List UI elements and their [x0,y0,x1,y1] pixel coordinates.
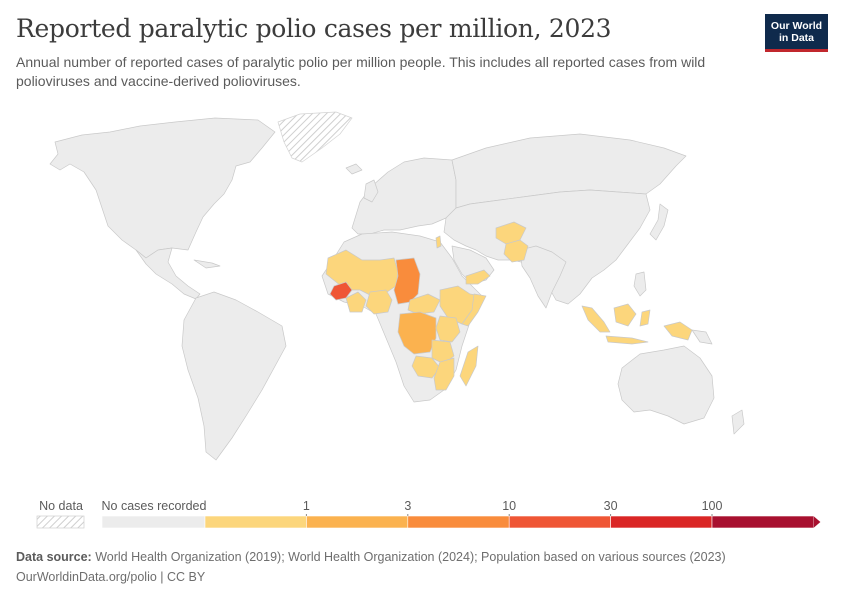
legend-bin-6[interactable] [711,515,814,529]
legend-tick-1: 1 [303,499,310,513]
country-somalia[interactable] [461,293,487,327]
country-australia[interactable] [617,345,715,425]
legend-bin-2[interactable] [306,515,409,529]
country-nigeria[interactable] [365,289,393,315]
country-central-african-republic[interactable] [407,293,441,315]
legend-bin-0[interactable] [101,515,206,529]
country-greenland[interactable] [277,111,353,163]
country-kenya[interactable] [435,315,461,343]
country-madagascar[interactable] [459,345,479,387]
legend-bin-3[interactable] [407,515,510,529]
country-zambia[interactable] [411,355,441,379]
country-yemen[interactable] [465,269,491,285]
source-text: World Health Organization (2019); World … [95,550,726,564]
legend-zero-label: No cases recorded [102,499,207,513]
country-asia-mainland[interactable] [443,189,651,305]
country-iceland[interactable] [345,163,363,175]
country-indonesia-java[interactable] [605,335,649,345]
world-map [49,111,745,461]
legend-tick-30: 30 [604,499,618,513]
country-philippines[interactable] [633,271,647,297]
legend-bin-1[interactable] [204,515,307,529]
legend-tick-3: 3 [404,499,411,513]
legend-no-data-swatch [36,515,85,529]
legend-tick-10: 10 [502,499,516,513]
country-indonesia-sulawesi[interactable] [639,309,651,327]
country-pakistan[interactable] [503,239,529,263]
country-cote-divoire[interactable] [345,291,367,313]
legend-color-bins [101,515,821,529]
country-indonesia-borneo[interactable] [613,303,637,327]
country-dr-congo[interactable] [397,311,437,355]
chart-footer: Data source: World Health Organization (… [16,547,726,587]
country-uk[interactable] [363,179,379,203]
logo-line-1: Our World [770,19,823,32]
country-north-america[interactable] [49,117,276,259]
owid-logo[interactable]: Our World in Data [765,14,828,52]
country-indonesia-sumatra[interactable] [581,305,611,333]
logo-line-2: in Data [778,31,814,44]
legend-tick-100: 100 [702,499,723,513]
map-legend: No data No cases recorded 1 3 10 30 100 [36,499,821,529]
country-israel[interactable] [435,235,442,249]
legend-bin-4[interactable] [508,515,611,529]
credit-link[interactable]: OurWorldinData.org/polio | CC BY [16,570,206,584]
country-caribbean[interactable] [193,259,221,269]
country-india[interactable] [519,245,567,309]
legend-arrow-tip [813,516,821,528]
country-papua-new-guinea[interactable] [691,329,713,345]
country-south-america[interactable] [181,291,287,461]
country-new-zealand[interactable] [731,409,745,435]
source-label: Data source: [16,550,92,564]
country-indonesia-papua[interactable] [663,321,693,341]
country-mozambique[interactable] [433,357,455,391]
chart-subtitle: Annual number of reported cases of paral… [16,54,706,89]
legend-tick-labels: 1 3 10 30 100 [303,499,723,516]
chart-title: Reported paralytic polio cases per milli… [16,14,612,43]
country-central-america[interactable] [135,247,201,300]
logo-text: Our World in Data [769,20,825,44]
legend-bin-5[interactable] [610,515,713,529]
legend-no-data-label: No data [39,499,83,513]
country-japan[interactable] [649,203,669,241]
